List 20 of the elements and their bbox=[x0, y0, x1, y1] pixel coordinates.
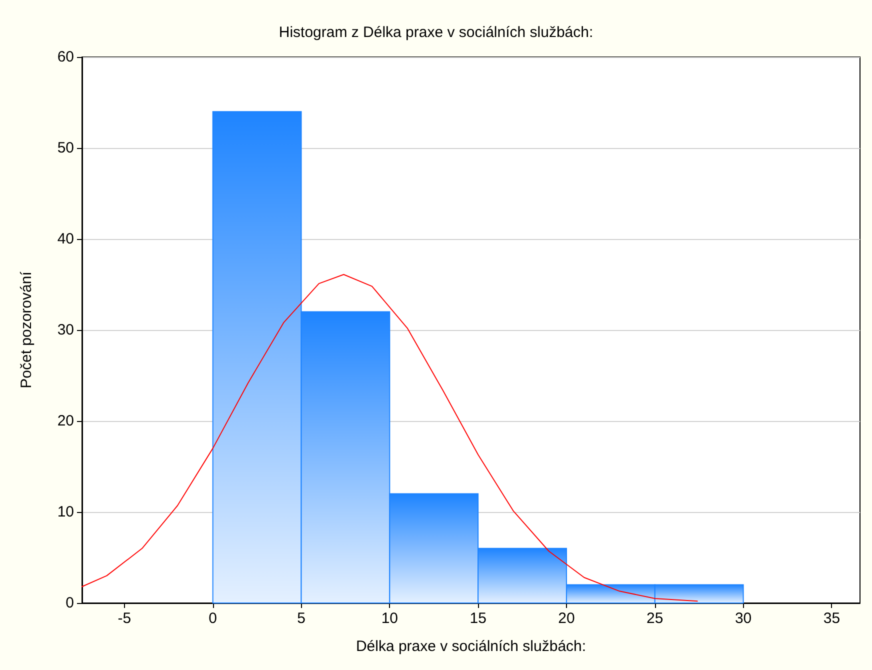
y-tick-label: 50 bbox=[57, 140, 74, 156]
x-tick-label: -5 bbox=[118, 610, 132, 627]
x-tick-label: 10 bbox=[381, 610, 398, 627]
x-tick-label: 35 bbox=[823, 610, 840, 627]
y-tick-label: 30 bbox=[57, 322, 74, 338]
y-tick-label: 40 bbox=[57, 230, 74, 248]
x-tick-label: 15 bbox=[470, 610, 486, 627]
x-axis-title: Délka praxe v sociálních službách: bbox=[356, 638, 586, 655]
x-tick-label: 25 bbox=[646, 610, 664, 627]
x-tick-label: 30 bbox=[734, 610, 752, 627]
chart-title: Histogram z Délka praxe v sociálních službách: bbox=[278, 24, 594, 41]
x-tick-label: 5 bbox=[297, 610, 306, 627]
y-tick-label: 10 bbox=[57, 504, 74, 520]
x-tick-label: 0 bbox=[208, 610, 218, 627]
y-tick-label: 20 bbox=[57, 412, 74, 430]
y-tick-label: 0 bbox=[66, 594, 74, 612]
x-tick-label: 20 bbox=[558, 610, 575, 627]
y-tick-label: 60 bbox=[57, 48, 74, 66]
y-axis-title: Počet pozorování bbox=[18, 270, 35, 388]
line-series bbox=[82, 274, 698, 602]
